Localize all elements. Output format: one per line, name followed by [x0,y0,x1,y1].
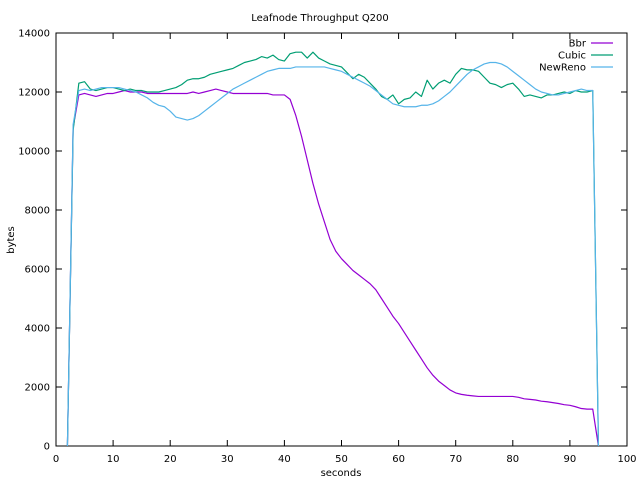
x-tick-label: 70 [449,454,462,465]
x-axis: 0 10 20 30 40 50 60 70 80 90 100 [53,33,637,465]
y-tick-label: 12000 [18,88,50,99]
y-tick-label: 4000 [25,324,50,335]
series-line-cubic [66,51,600,447]
x-tick-label: 40 [278,454,291,465]
x-tick-label: 0 [53,454,59,465]
legend-label-newreno: NewReno [539,63,586,74]
chart-title: Leafnode Throughput Q200 [251,13,389,24]
y-axis: 0 2000 4000 6000 8000 10000 12000 14000 [18,29,627,453]
x-tick-label: 100 [617,454,636,465]
x-tick-label: 10 [107,454,120,465]
x-tick-label: 80 [506,454,519,465]
y-tick-label: 2000 [25,383,50,394]
y-axis-label: bytes [6,226,17,254]
y-tick-label: 6000 [25,265,50,276]
y-tick-label: 14000 [18,29,50,40]
x-tick-label: 60 [392,454,405,465]
series-line-newreno [66,61,600,447]
x-axis-label: seconds [321,468,362,479]
x-tick-label: 90 [564,454,577,465]
y-tick-label: 10000 [18,147,50,158]
series-line-bbr [66,88,600,447]
legend-label-bbr: Bbr [569,39,587,50]
y-tick-label: 8000 [25,206,50,217]
legend-label-cubic: Cubic [558,51,586,62]
x-tick-label: 20 [164,454,177,465]
x-tick-label: 30 [221,454,234,465]
x-tick-label: 50 [335,454,348,465]
series-layer [66,51,600,447]
y-tick-label: 0 [44,442,50,453]
